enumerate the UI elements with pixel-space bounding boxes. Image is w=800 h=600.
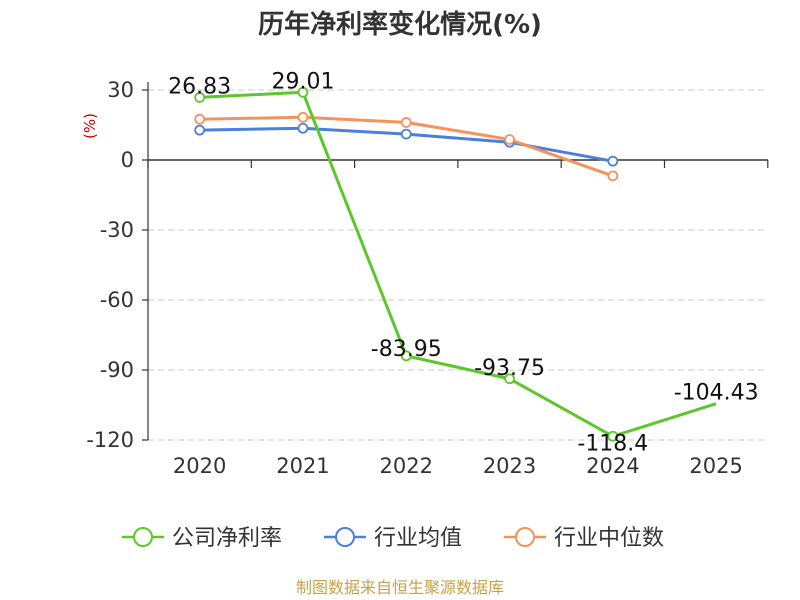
y-tick-label: -30	[100, 218, 134, 242]
source-note: 制图数据来自恒生聚源数据库	[296, 578, 504, 597]
series-line	[199, 90, 717, 438]
data-point	[504, 373, 515, 385]
legend-label: 行业均值	[374, 526, 462, 551]
chart-title: 历年净利率变化情况(%)	[258, 9, 542, 40]
series-lines	[194, 86, 717, 442]
data-point	[607, 430, 619, 442]
y-tick-label: -90	[100, 358, 134, 382]
axes: 30 0 -30 -60 -90 -120 2020 2021 2022 2023 2024 2025	[86, 78, 769, 478]
data-point	[607, 170, 619, 182]
x-tick-label: 2025	[689, 454, 742, 478]
data-label: -93.75	[474, 356, 545, 381]
data-point	[400, 350, 412, 362]
data-label: -83.95	[371, 337, 442, 362]
data-label: -104.43	[674, 381, 759, 406]
x-tick-label: 2023	[483, 454, 536, 478]
legend-marker	[133, 527, 153, 547]
x-tick-label: 2021	[276, 454, 329, 478]
y-tick-label: 30	[107, 78, 134, 102]
data-point	[504, 134, 515, 145]
legend-marker	[335, 527, 355, 547]
grid-lines	[148, 89, 768, 441]
data-point	[400, 128, 412, 140]
legend-label: 行业中位数	[554, 526, 664, 551]
y-tick-label: -60	[100, 288, 134, 312]
legend: 公司净利率 行业均值 行业中位数	[122, 526, 664, 551]
data-point	[194, 113, 206, 125]
y-unit-label: (%)	[81, 113, 99, 139]
data-point	[297, 122, 309, 134]
x-tick-label: 2024	[586, 454, 639, 478]
data-point	[297, 86, 309, 98]
data-point	[194, 124, 206, 136]
data-point	[194, 91, 206, 103]
data-point	[607, 155, 619, 167]
data-point	[297, 111, 309, 123]
legend-label: 公司净利率	[172, 526, 282, 551]
data-point	[400, 117, 412, 128]
x-tick-label: 2022	[380, 454, 433, 478]
data-labels: 26.83 29.01 -83.95 -93.75 -118.4 -104.43	[168, 69, 758, 456]
y-tick-label: 0	[121, 148, 134, 172]
data-label: 26.83	[168, 74, 231, 99]
legend-marker	[515, 527, 535, 547]
data-label: 29.01	[271, 69, 334, 94]
y-tick-label: -120	[86, 428, 134, 452]
x-tick-label: 2020	[173, 454, 226, 478]
data-label: -118.4	[577, 431, 648, 456]
